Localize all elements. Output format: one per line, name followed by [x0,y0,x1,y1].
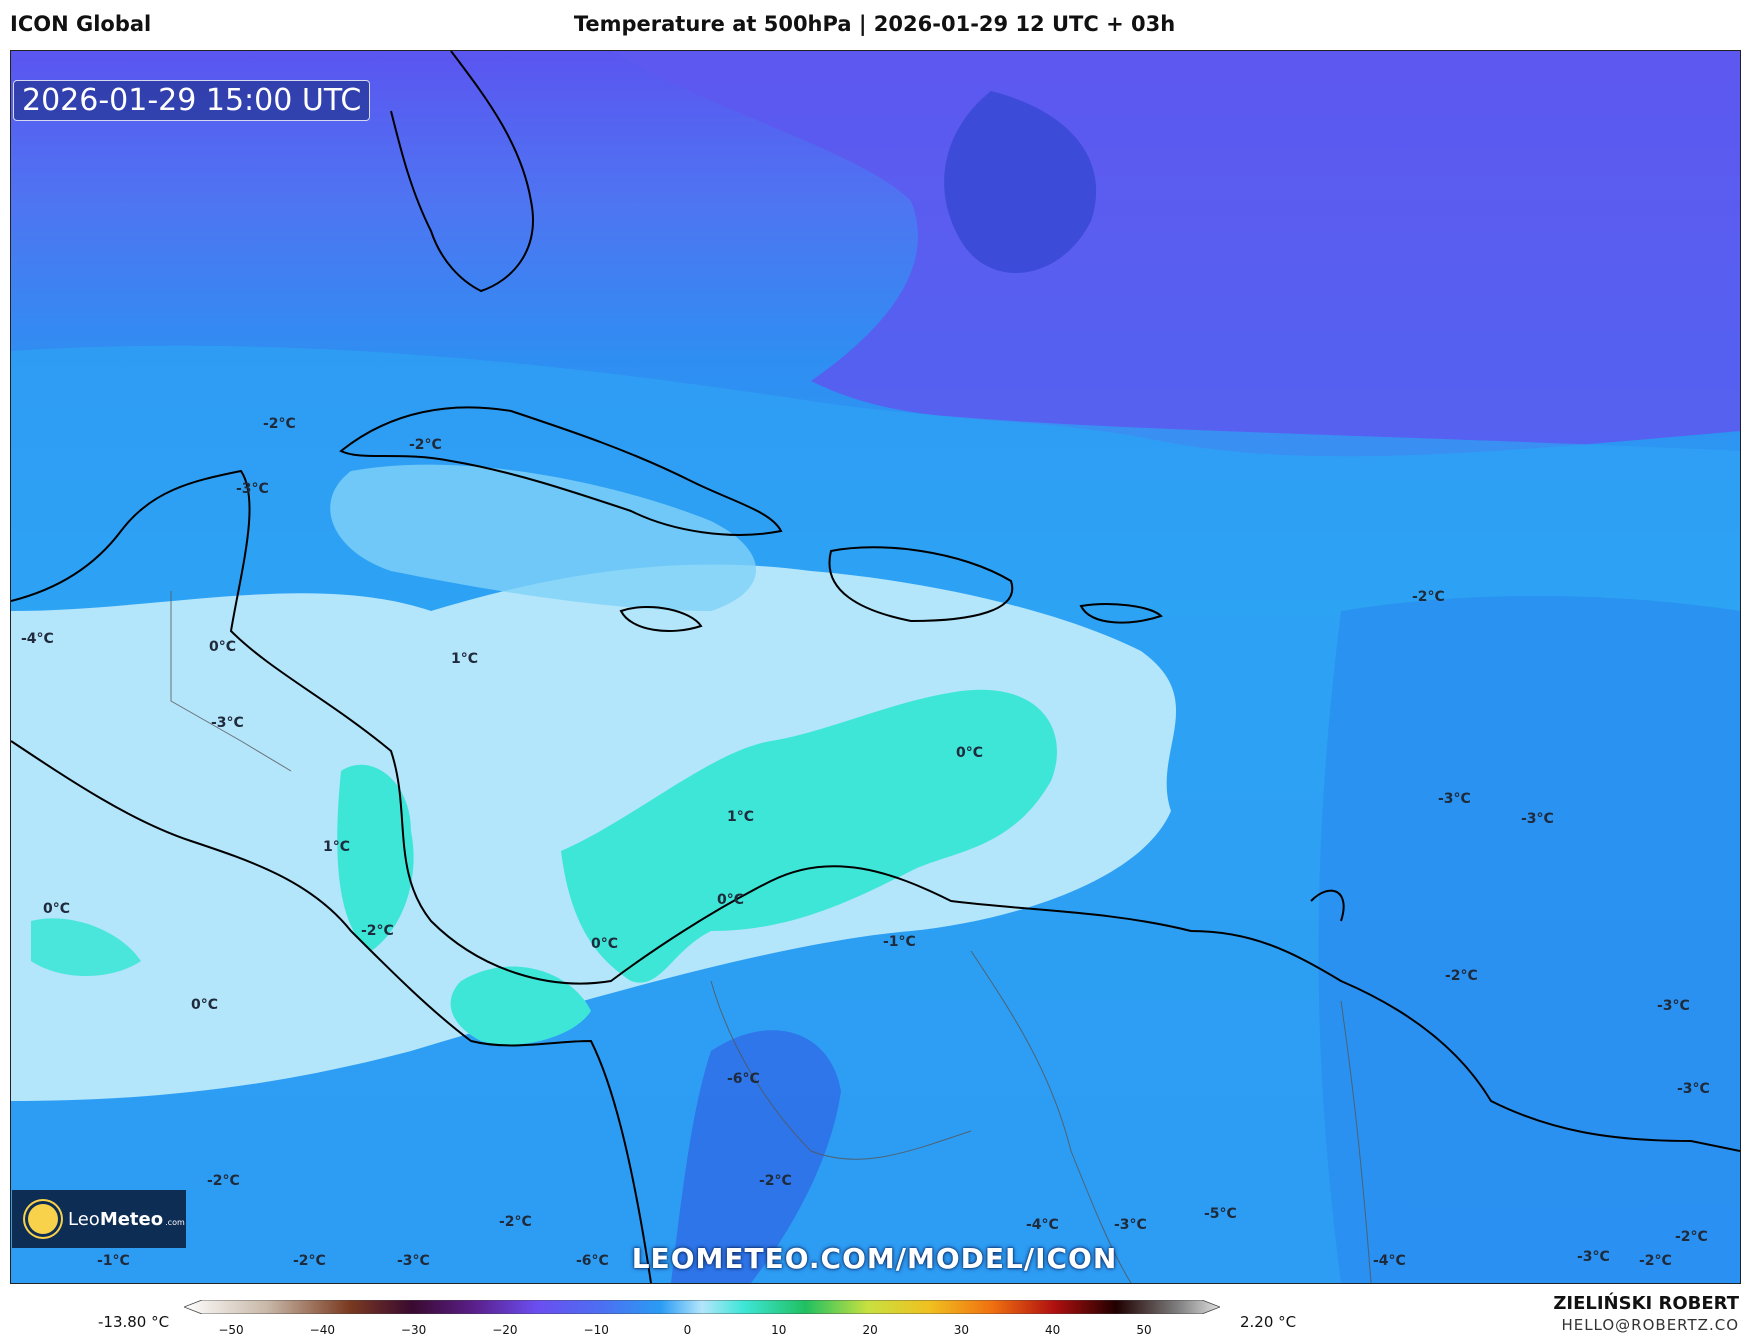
temp-label: -2°C [207,1173,240,1189]
border-mexico [170,591,292,772]
temp-label: -2°C [1639,1253,1672,1269]
temp-label: -3°C [1577,1249,1610,1265]
colorbar-tick: −40 [309,1323,335,1337]
temp-label: -1°C [883,934,916,950]
colorbar-tick: −50 [218,1323,244,1337]
colorbar-ramp [184,1300,1220,1314]
border-colombia [710,980,972,1160]
colorbar-tick: 50 [1136,1323,1152,1337]
colorbar-tick: 30 [953,1323,970,1337]
border-venezuela [970,950,1132,1283]
temp-label: -2°C [1675,1229,1708,1245]
borders [170,591,1372,1283]
temp-label: 0°C [191,997,219,1013]
chart-title: Temperature at 500hPa | 2026-01-29 12 UT… [573,12,1176,36]
model-name: ICON Global [10,12,152,36]
colorbar-max-label: 2.20 °C [1240,1313,1297,1331]
temp-label: -2°C [409,437,442,453]
coast-mainland [11,469,1740,1152]
temp-label: 0°C [43,901,71,917]
logo-domain: .com [165,1217,185,1227]
border-guyana [1340,1000,1372,1283]
coast-jamaica [619,605,703,632]
temp-label: -3°C [397,1253,430,1269]
temp-label: 0°C [209,639,237,655]
temp-label: -6°C [576,1253,609,1269]
warm-core-panama [450,966,591,1045]
leometeo-logo: LeoMeteo .com [12,1190,186,1248]
temp-label: 0°C [591,936,619,952]
warm-core-pacific [31,918,141,976]
sun-icon [28,1204,58,1234]
colorbar-min-label: -13.80 °C [98,1313,170,1331]
east-field [1318,596,1740,1283]
temp-label: -3°C [1677,1081,1710,1097]
colorbar-tick: −20 [492,1323,518,1337]
temp-label: 0°C [717,892,745,908]
temp-label: -1°C [97,1253,130,1269]
temp-label: -2°C [263,416,296,432]
temp-label: 0°C [956,745,984,761]
temp-label: -5°C [1204,1206,1237,1222]
warm-core-honduras [337,764,414,951]
warm-core-caribbean [561,689,1057,983]
temp-label: -2°C [293,1253,326,1269]
coast-florida [390,51,534,293]
temp-label: -4°C [21,631,54,647]
colorbar-tick: −10 [583,1323,609,1337]
warm-region [11,564,1177,1101]
warm-region-north [330,464,756,611]
coast-puerto-rico [1079,603,1163,624]
valid-time-badge: 2026-01-29 15:00 UTC [13,80,371,121]
colorbar-tick: 40 [1045,1323,1061,1337]
temp-label: -3°C [211,715,244,731]
temp-label: -3°C [1438,791,1471,807]
temp-label: -3°C [1114,1217,1147,1233]
colorbar-tick: 10 [771,1323,787,1337]
temp-label: -2°C [759,1173,792,1189]
temp-label: 1°C [451,651,479,667]
coast-hispaniola [828,546,1014,623]
cold-core [944,91,1097,274]
coast-cuba [339,406,783,536]
colorbar-tick: −30 [400,1323,427,1337]
temp-label: -2°C [499,1214,532,1230]
temp-label: -2°C [361,923,394,939]
temperature-map: -2°C -2°C -3°C -4°C 0°C 1°C -3°C 1°C 0°C 1°C 0°C 0°… [10,50,1741,1284]
temp-label: -4°C [1373,1253,1406,1269]
logo-text: LeoMeteo [68,1208,164,1230]
colorbar-tick: 0 [683,1323,692,1337]
coastlines [11,51,1740,1283]
watermark-url: LEOMETEO.COM/MODEL/ICON [631,1242,1118,1275]
temp-label: -2°C [1412,589,1445,605]
map-canvas [11,51,1740,1283]
author-name: ZIELIŃSKI ROBERT [1553,1293,1739,1314]
cold-band-north [611,51,1740,457]
coast-trinidad [1310,889,1345,922]
temp-label: -3°C [1657,998,1690,1014]
temp-label: -3°C [1521,811,1554,827]
cold-tongue-andes [671,1030,841,1283]
colorbar [184,1300,1220,1314]
temp-label: -6°C [727,1071,760,1087]
temp-label: -2°C [1445,968,1478,984]
author-email: HELLO@ROBERTZ.CO [1561,1316,1739,1334]
temp-label: -3°C [236,481,269,497]
temp-label: 1°C [727,809,755,825]
temp-label: 1°C [323,839,351,855]
colorbar-tick: 20 [862,1323,878,1337]
temp-label: -4°C [1026,1217,1059,1233]
coast-pacific [11,740,652,1283]
